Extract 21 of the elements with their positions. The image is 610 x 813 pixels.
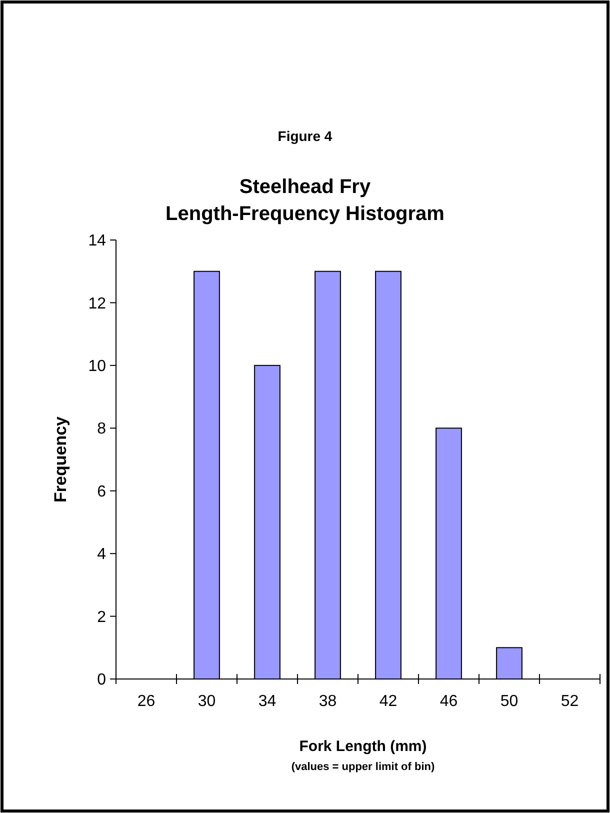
y-tick-label: 8 [97,420,106,438]
chart-subtitle: Figure 4 [278,128,332,144]
y-tick-label: 6 [97,483,106,500]
y-tick-label: 0 [97,672,106,689]
y-tick-label: 12 [88,295,106,312]
x-tick-label: 42 [379,693,398,710]
y-tick-label: 10 [88,358,106,376]
x-tick-label: 46 [440,693,458,710]
y-tick-label: 4 [97,546,106,564]
x-tick-label: 30 [198,693,216,710]
x-tick-label: 26 [137,693,156,710]
x-tick-label: 50 [500,693,518,710]
x-tick-label: 38 [318,693,337,710]
chart-title: Steelhead Fry Length-Frequency Histogram [166,176,444,225]
y-tick-label: 2 [97,608,106,626]
y-tick-label: 14 [88,232,106,250]
y-axis-title: Frequency [51,416,70,502]
x-axis-title: Fork Length (mm) [299,738,427,755]
x-tick-label: 34 [258,693,276,710]
x-tick-label: 52 [560,693,579,710]
text: (values = upper limit of bin) [291,761,435,773]
